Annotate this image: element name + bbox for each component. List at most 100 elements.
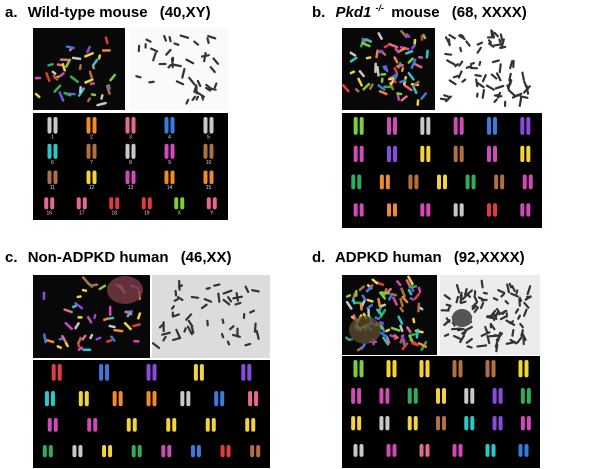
- chromosome: [465, 65, 473, 69]
- chromosome: [382, 336, 390, 346]
- chromosome: [420, 92, 428, 101]
- chromosome: [378, 50, 384, 54]
- chromosome: [458, 34, 466, 41]
- chromosome: [518, 96, 523, 107]
- chromosome: [191, 95, 197, 101]
- chromosome: [459, 33, 465, 38]
- chromosome: [236, 327, 239, 338]
- chromosome: [495, 332, 504, 342]
- chromosome: [481, 89, 486, 99]
- chromosome: [379, 308, 387, 319]
- chromosome: [515, 289, 519, 295]
- chromosome: [168, 36, 172, 43]
- chromosome-label: 14: [167, 185, 173, 191]
- chromosome: [500, 174, 505, 190]
- chromosome: [351, 388, 356, 404]
- chromosome: [494, 174, 499, 190]
- panel-letter: a.: [5, 4, 18, 21]
- chromosome: [44, 197, 49, 210]
- chromosome: [50, 197, 55, 210]
- chromosome-label: 13: [128, 185, 134, 191]
- chromosome: [351, 416, 356, 431]
- chromosome: [89, 82, 95, 85]
- chromosome: [203, 117, 208, 134]
- chromosome: [87, 418, 92, 432]
- chromosome: [436, 388, 440, 404]
- chromosome: [188, 76, 196, 86]
- chromosome: [386, 360, 391, 378]
- chromosome: [392, 296, 398, 306]
- chromosome: [76, 197, 81, 210]
- chromosome-label: 16: [46, 210, 52, 216]
- nucleus: [349, 316, 381, 344]
- chromosome: [86, 315, 93, 324]
- chromosome: [47, 143, 52, 159]
- chromosome: [249, 309, 255, 314]
- chromosome: [349, 51, 357, 57]
- chromosome: [401, 295, 409, 304]
- chromosome: [487, 117, 491, 135]
- chromosome: [379, 388, 384, 404]
- chromosome: [152, 364, 157, 381]
- karyotype-image: [33, 113, 228, 220]
- chromosome: [480, 279, 484, 289]
- chromosome: [212, 57, 220, 65]
- chromosome: [96, 101, 107, 107]
- chromosome: [471, 305, 478, 311]
- chromosome: [492, 43, 501, 47]
- chromosome: [422, 33, 427, 40]
- chromosome: [426, 117, 431, 135]
- chromosome: [171, 63, 182, 68]
- chromosome: [203, 298, 213, 303]
- chromosome: [180, 391, 185, 407]
- chromosome: [508, 282, 513, 289]
- chromosome: [399, 324, 404, 333]
- chromosome: [152, 391, 157, 407]
- chromosome: [442, 388, 446, 404]
- chromosome: [90, 93, 97, 97]
- chromosome: [93, 313, 97, 320]
- chromosome: [465, 40, 471, 47]
- chromosome: [522, 174, 527, 190]
- chromosome: [526, 388, 531, 404]
- chromosome: [390, 326, 401, 332]
- chromosome: [481, 74, 487, 83]
- chromosome: [185, 313, 193, 321]
- chromosome: [487, 39, 493, 44]
- chromosome: [497, 289, 506, 295]
- chromosome: [360, 342, 366, 350]
- chromosome: [84, 52, 94, 58]
- chromosome: [175, 328, 182, 339]
- chromosome-label: 17: [79, 210, 85, 216]
- chromosome-label: 2: [90, 135, 93, 141]
- chromosome: [492, 416, 497, 431]
- chromosome: [379, 291, 391, 295]
- chromosome: [150, 47, 159, 53]
- chromosome: [384, 64, 389, 73]
- chromosome: [357, 388, 362, 404]
- chromosome: [79, 86, 82, 94]
- chromosome: [354, 289, 358, 297]
- chromosome: [526, 285, 532, 296]
- chromosome: [123, 321, 132, 331]
- chromosome: [166, 418, 171, 432]
- chromosome: [146, 364, 151, 381]
- chromosome: [416, 99, 420, 106]
- panel-title: d. ADPKD human (92,XXXX): [312, 249, 525, 266]
- chromosome: [392, 360, 397, 378]
- chromosome: [63, 91, 72, 97]
- chromosome: [124, 310, 133, 316]
- chromosome: [475, 78, 479, 88]
- chromosome: [84, 391, 89, 407]
- chromosome: [499, 33, 504, 42]
- chromosome: [440, 309, 450, 312]
- chromosome: [444, 52, 453, 56]
- chromosome: [473, 306, 480, 314]
- chromosome: [523, 80, 529, 91]
- chromosome: [493, 98, 498, 104]
- chromosome: [504, 300, 509, 305]
- panel-name: Wild-type mouse: [28, 4, 148, 21]
- chromosome: [148, 80, 155, 84]
- chromosome: [436, 416, 440, 431]
